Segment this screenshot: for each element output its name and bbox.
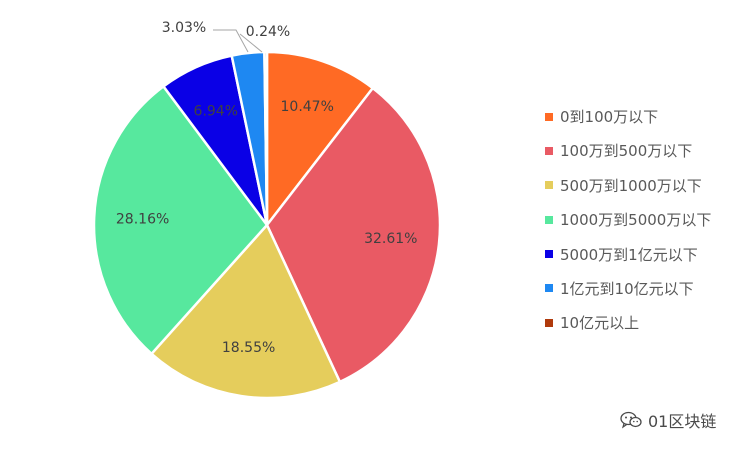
watermark-text: 01区块链 xyxy=(648,412,717,431)
leader-line xyxy=(213,29,249,53)
legend-item: 500万到1000万以下 xyxy=(545,176,711,195)
legend-item: 0到100万以下 xyxy=(545,108,711,126)
legend: 0到100万以下 100万到500万以下 500万到1000万以下 1000万到500… xyxy=(545,108,711,349)
legend-item: 1000万到5000万以下 xyxy=(545,211,712,230)
legend-label: 1亿元到10亿元以下 xyxy=(560,279,694,298)
legend-label: 500万到1000万以下 xyxy=(560,176,702,195)
data-labels: 10.47% 32.61% 18.55% 28.16% 6.94% 3.03% 0.24% xyxy=(116,20,418,356)
legend-swatch xyxy=(545,284,553,293)
legend-label: 5000万到1亿元以下 xyxy=(560,245,698,264)
legend-swatch xyxy=(545,318,553,327)
pie-slice xyxy=(263,50,269,227)
legend-label: 100万到500万以下 xyxy=(560,142,693,161)
pie-slice xyxy=(265,50,375,227)
pie-slice xyxy=(150,223,342,400)
legend-item: 5000万到1亿元以下 xyxy=(545,245,711,264)
legend-label: 0到100万以下 xyxy=(560,108,659,126)
data-label: 10.47% xyxy=(281,99,334,115)
data-label: 6.94% xyxy=(194,103,238,119)
data-label: 28.16% xyxy=(116,211,169,227)
pie-slices xyxy=(92,50,442,400)
data-label: 32.61% xyxy=(364,231,417,247)
leader-line xyxy=(239,33,263,53)
legend-swatch xyxy=(545,215,553,224)
pie-slice xyxy=(92,85,269,356)
legend-swatch xyxy=(545,181,553,190)
leader-lines xyxy=(213,29,263,53)
legend-swatch xyxy=(545,250,553,259)
legend-swatch xyxy=(545,146,553,155)
pie-slice xyxy=(265,86,442,384)
watermark: 01区块链 xyxy=(620,408,716,432)
data-label: 18.55% xyxy=(222,340,275,356)
data-label: 3.03% xyxy=(162,20,206,36)
legend-item: 1亿元到10亿元以下 xyxy=(545,279,711,298)
legend-item: 10亿元以上 xyxy=(545,314,711,333)
legend-label: 1000万到5000万以下 xyxy=(560,211,712,230)
legend-swatch xyxy=(545,112,553,121)
data-label: 0.24% xyxy=(246,24,290,40)
wechat-icon xyxy=(620,411,642,429)
legend-item: 100万到500万以下 xyxy=(545,142,711,161)
legend-label: 10亿元以上 xyxy=(560,314,640,333)
